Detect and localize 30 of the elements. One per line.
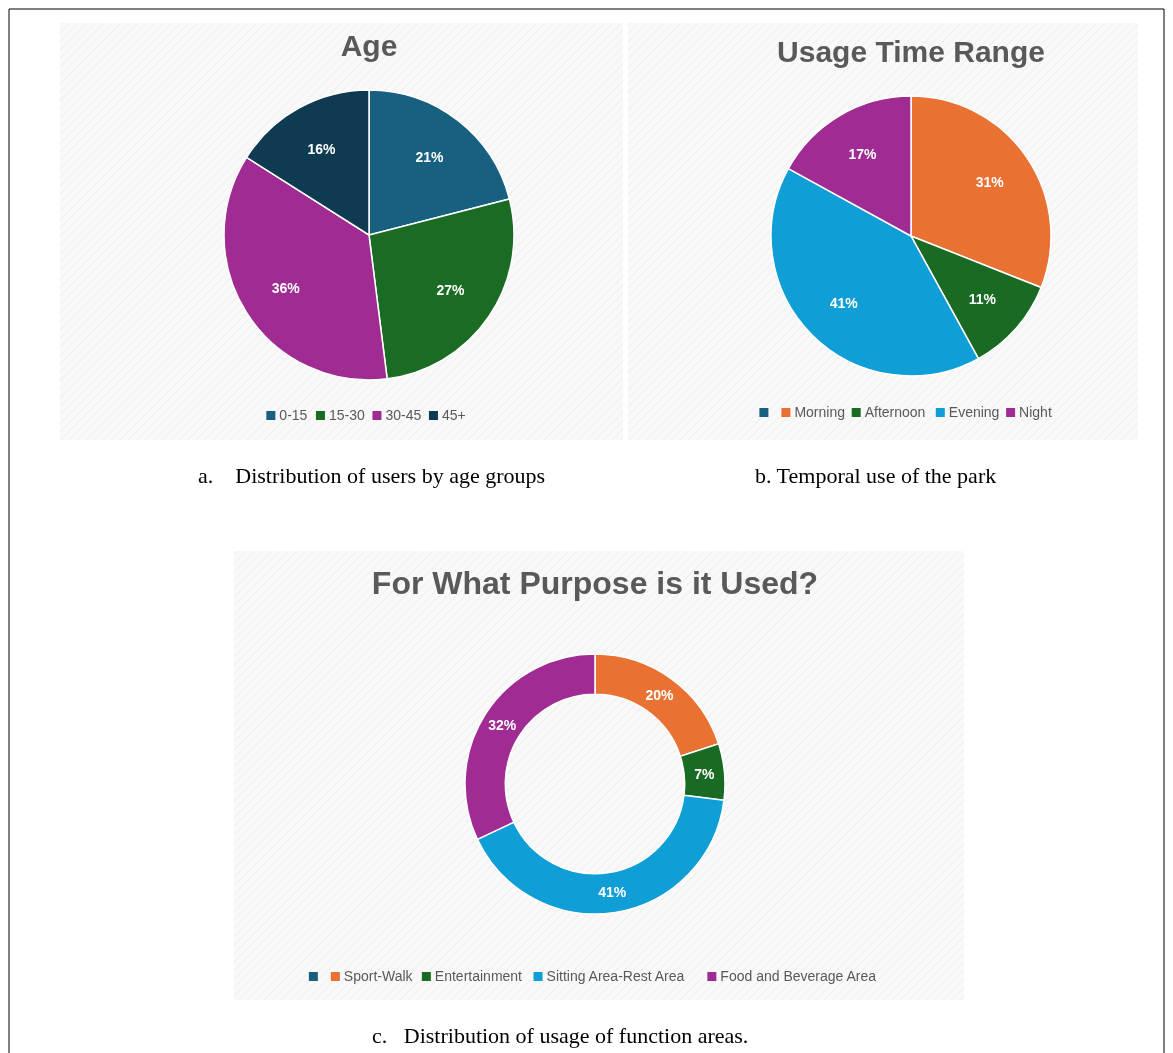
text: c. Distribution of usage of function areas. xyxy=(372,1023,749,1048)
data-label: 17% xyxy=(848,145,878,162)
legend-label: Sport-Walk xyxy=(343,968,414,984)
data-label: 7% xyxy=(694,765,716,782)
legend-label: Sitting Area-Rest Area xyxy=(546,968,685,984)
legend-label: 30-45 xyxy=(385,407,422,423)
data-label: 11% xyxy=(968,290,997,307)
legend-label: Food and Beverage Area xyxy=(720,968,877,984)
data-label: 32% xyxy=(488,717,517,734)
data-label: 31% xyxy=(975,174,1005,191)
legend-label: 15-30 xyxy=(328,407,365,423)
data-label: 27% xyxy=(436,282,466,299)
chart-title: For What Purpose is it Used? xyxy=(371,565,819,601)
data-label: 41% xyxy=(829,295,859,312)
legend-label: Afternoon xyxy=(864,404,926,420)
legend-label: Entertainment xyxy=(434,968,523,984)
data-label: 16% xyxy=(307,140,337,157)
legend-label: 0-15 xyxy=(279,407,308,423)
data-label: 21% xyxy=(415,148,444,165)
data-label: 20% xyxy=(645,687,675,704)
text: a. Distribution of users by age groups xyxy=(198,463,546,488)
data-label: 36% xyxy=(271,279,301,296)
legend-label: Morning xyxy=(794,404,845,420)
legend-label: 45+ xyxy=(441,407,466,423)
chart-title: Age xyxy=(340,29,398,62)
legend-label: Night xyxy=(1019,404,1052,420)
chart-title: Usage Time Range xyxy=(777,35,1045,68)
text: b. Temporal use of the park xyxy=(755,463,997,488)
data-label: 41% xyxy=(598,884,627,901)
legend-label: Evening xyxy=(948,404,1000,420)
